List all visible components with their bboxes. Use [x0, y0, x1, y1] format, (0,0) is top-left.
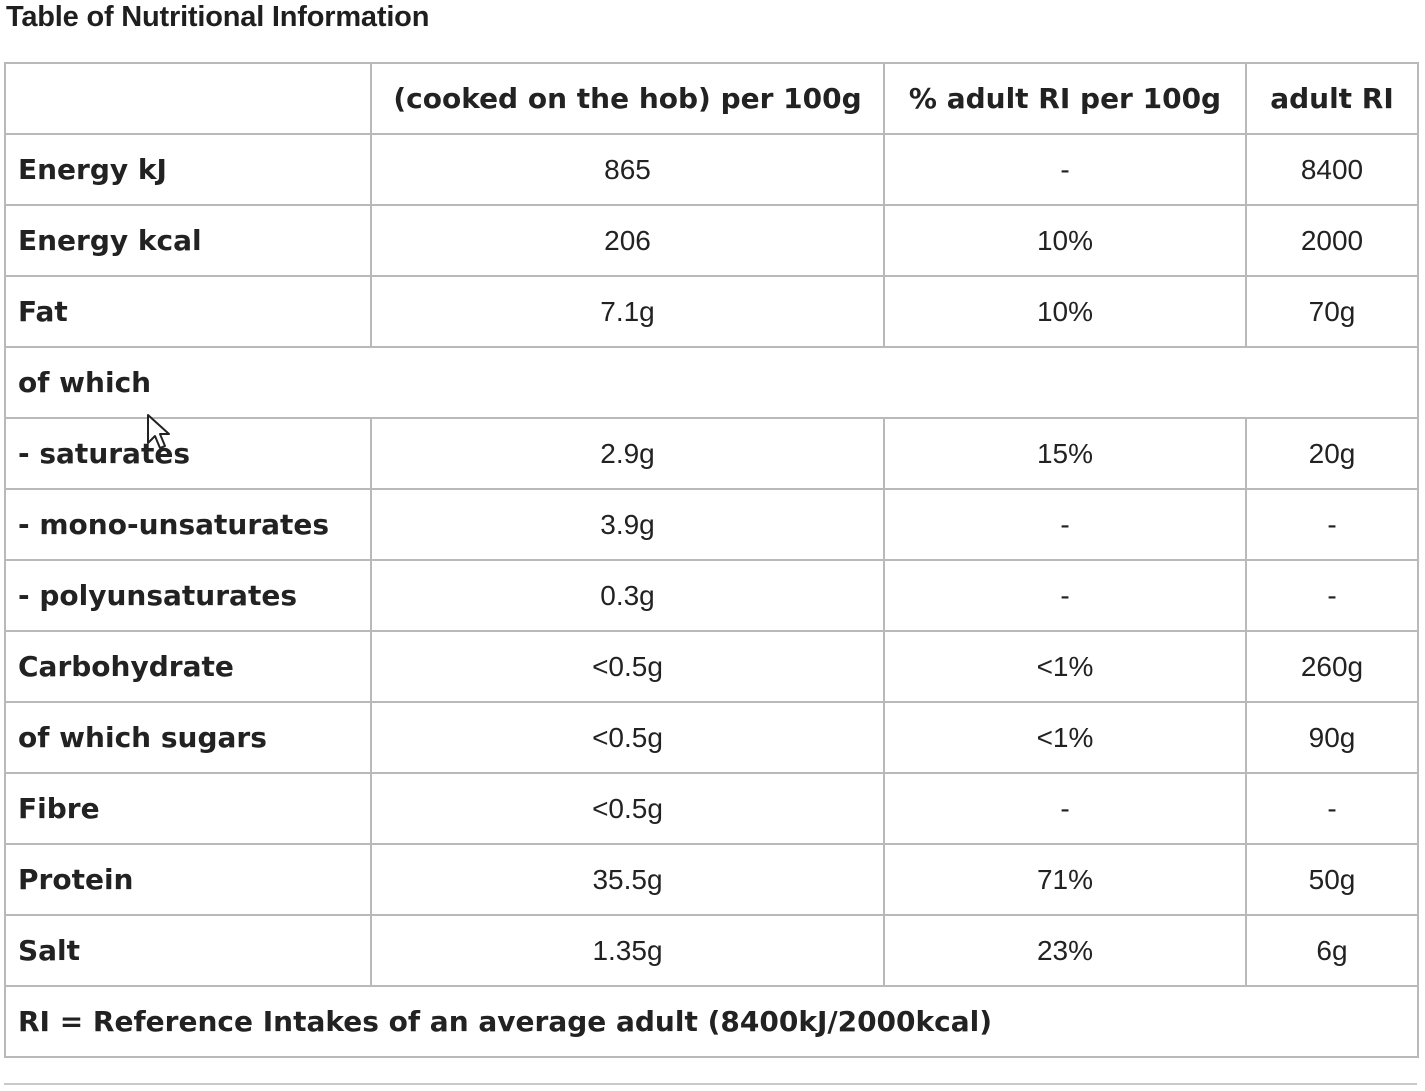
adult-ri-value: 70g — [1245, 275, 1419, 348]
footnote: RI = Reference Intakes of an average adu… — [4, 985, 1419, 1058]
header-cell-adult-ri: adult RI — [1245, 62, 1419, 135]
pct-ri-value: - — [883, 133, 1247, 206]
per100-value: 206 — [370, 204, 885, 277]
pct-ri-value: - — [883, 772, 1247, 845]
per100-value: 35.5g — [370, 843, 885, 916]
pct-ri-value: 10% — [883, 275, 1247, 348]
per100-value: 865 — [370, 133, 885, 206]
row-label: Fibre — [4, 772, 372, 845]
per100-value: <0.5g — [370, 630, 885, 703]
bottom-divider — [4, 1083, 1417, 1085]
adult-ri-value: - — [1245, 488, 1419, 561]
adult-ri-value: 8400 — [1245, 133, 1419, 206]
table-row: Carbohydrate <0.5g <1% 260g — [4, 630, 1419, 703]
adult-ri-value: - — [1245, 772, 1419, 845]
adult-ri-value: - — [1245, 559, 1419, 632]
adult-ri-value: 6g — [1245, 914, 1419, 987]
per100-value: 7.1g — [370, 275, 885, 348]
table-row: Fat 7.1g 10% 70g — [4, 275, 1419, 348]
table-row: Fibre <0.5g - - — [4, 772, 1419, 845]
table-row: - polyunsaturates 0.3g - - — [4, 559, 1419, 632]
pct-ri-value: 15% — [883, 417, 1247, 490]
page-title: Table of Nutritional Information — [6, 1, 430, 33]
row-label: Carbohydrate — [4, 630, 372, 703]
table-row-subheading: of which — [4, 346, 1419, 419]
adult-ri-value: 20g — [1245, 417, 1419, 490]
nutrition-table: (cooked on the hob) per 100g % adult RI … — [4, 62, 1419, 1058]
table-row: - saturates 2.9g 15% 20g — [4, 417, 1419, 490]
row-label: Protein — [4, 843, 372, 916]
row-label: - saturates — [4, 417, 372, 490]
row-label: Energy kJ — [4, 133, 372, 206]
row-label: - mono-unsaturates — [4, 488, 372, 561]
pct-ri-value: 71% — [883, 843, 1247, 916]
pct-ri-value: - — [883, 488, 1247, 561]
table-row: Salt 1.35g 23% 6g — [4, 914, 1419, 987]
pct-ri-value: 23% — [883, 914, 1247, 987]
table-row: Energy kJ 865 - 8400 — [4, 133, 1419, 206]
table-header-row: (cooked on the hob) per 100g % adult RI … — [4, 62, 1419, 135]
adult-ri-value: 90g — [1245, 701, 1419, 774]
pct-ri-value: <1% — [883, 701, 1247, 774]
per100-value: 3.9g — [370, 488, 885, 561]
adult-ri-value: 260g — [1245, 630, 1419, 703]
row-label: of which — [4, 346, 1419, 419]
table-row: Protein 35.5g 71% 50g — [4, 843, 1419, 916]
pct-ri-value: <1% — [883, 630, 1247, 703]
table-row: Energy kcal 206 10% 2000 — [4, 204, 1419, 277]
row-label: Fat — [4, 275, 372, 348]
per100-value: <0.5g — [370, 701, 885, 774]
table-row-footnote: RI = Reference Intakes of an average adu… — [4, 985, 1419, 1058]
row-label: Salt — [4, 914, 372, 987]
header-cell-per100: (cooked on the hob) per 100g — [370, 62, 885, 135]
per100-value: <0.5g — [370, 772, 885, 845]
row-label: of which sugars — [4, 701, 372, 774]
adult-ri-value: 2000 — [1245, 204, 1419, 277]
per100-value: 0.3g — [370, 559, 885, 632]
table-row: - mono-unsaturates 3.9g - - — [4, 488, 1419, 561]
per100-value: 2.9g — [370, 417, 885, 490]
pct-ri-value: - — [883, 559, 1247, 632]
row-label: Energy kcal — [4, 204, 372, 277]
header-cell-empty — [4, 62, 372, 135]
table-row: of which sugars <0.5g <1% 90g — [4, 701, 1419, 774]
pct-ri-value: 10% — [883, 204, 1247, 277]
per100-value: 1.35g — [370, 914, 885, 987]
row-label: - polyunsaturates — [4, 559, 372, 632]
adult-ri-value: 50g — [1245, 843, 1419, 916]
header-cell-pct-ri: % adult RI per 100g — [883, 62, 1247, 135]
